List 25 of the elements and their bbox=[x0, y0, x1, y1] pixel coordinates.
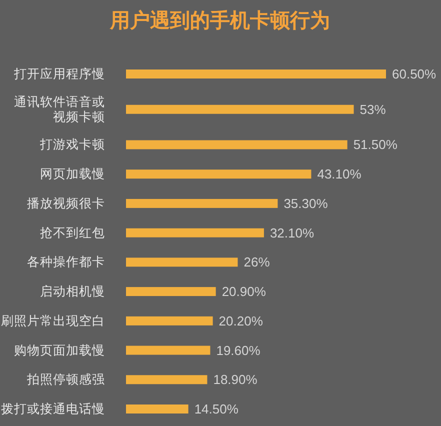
value-label: 18.90% bbox=[213, 372, 258, 388]
category-label: 购物页面加载慢 bbox=[14, 343, 105, 358]
value-label: 26% bbox=[244, 254, 270, 270]
value-label: 20.20% bbox=[218, 313, 263, 328]
title: 用户遇到的手机卡顿行为 bbox=[110, 10, 330, 32]
value-label: 32.10% bbox=[270, 225, 314, 240]
category-label: 启动相机慢 bbox=[40, 284, 105, 299]
value-label: 20.90% bbox=[222, 284, 266, 300]
category-label: 打开应用程序慢 bbox=[14, 67, 105, 81]
category-label: 抢不到红包 bbox=[40, 226, 105, 240]
category-label: 通讯软件语音或视频卡顿 bbox=[14, 94, 105, 124]
value-label: 14.50% bbox=[194, 402, 238, 416]
category-label: 各种操作都卡 bbox=[27, 255, 105, 270]
category-label: 打游戏卡顿 bbox=[40, 138, 105, 152]
value-label: 53% bbox=[360, 102, 386, 117]
value-label: 51.50% bbox=[353, 137, 398, 152]
value-label: 19.60% bbox=[216, 342, 260, 358]
value-label: 43.10% bbox=[317, 166, 362, 182]
category-label: 网页加载慢 bbox=[40, 167, 105, 182]
category-label: 播放视频很卡 bbox=[27, 196, 105, 210]
category-label: 拨打或接通电话慢 bbox=[1, 402, 105, 416]
value-label: 35.30% bbox=[284, 196, 328, 211]
value-label: 60.50% bbox=[392, 66, 436, 82]
category-label: 拍照停顿感强 bbox=[27, 372, 105, 387]
category-label: 刷照片常出现空白 bbox=[1, 314, 105, 328]
